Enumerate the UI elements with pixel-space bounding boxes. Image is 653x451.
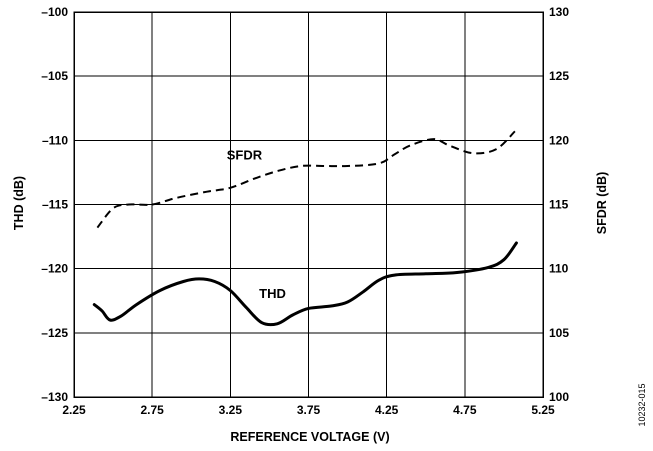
y-left-tick-label: –100: [41, 5, 68, 19]
series-line-thd: [92, 241, 518, 327]
series-annotations: SFDR THD: [227, 148, 286, 302]
y-left-tick-label: –110: [42, 133, 68, 147]
x-tick-label: 3.25: [219, 403, 243, 417]
y-left-axis-title: THD (dB): [12, 176, 26, 230]
y-left-tick-label: –120: [41, 262, 68, 276]
y-right-axis-title: SFDR (dB): [595, 172, 609, 235]
x-tick-label: 2.75: [140, 403, 164, 417]
y-right-tick-label: 105: [549, 326, 569, 340]
y-left-tick-label: –105: [41, 69, 68, 83]
x-axis-title: REFERENCE VOLTAGE (V): [230, 430, 389, 444]
series-label-thd: THD: [259, 286, 286, 301]
y-right-tick-label: 110: [549, 262, 569, 276]
y-right-tick-label: 115: [549, 198, 569, 212]
y-right-tick-label: 125: [549, 69, 569, 83]
y-right-tick-label: 130: [549, 5, 569, 19]
plot-frame: [73, 11, 544, 398]
x-tick-label: 4.25: [375, 403, 399, 417]
y-right-tick-label: 100: [549, 390, 569, 404]
series-label-sfdr: SFDR: [227, 148, 263, 163]
series-line-sfdr: [96, 130, 516, 229]
x-tick-label: 2.25: [62, 403, 86, 417]
y-right-tick-label: 120: [549, 133, 569, 147]
y-right-axis-ticks: 100 105 110 115 120 125 130: [549, 5, 569, 404]
x-axis-ticks: 2.25 2.75 3.25 3.75 4.25 4.75 5.25: [62, 403, 555, 417]
x-tick-label: 3.75: [297, 403, 321, 417]
y-left-tick-label: –115: [42, 198, 68, 212]
y-left-tick-label: –125: [41, 326, 68, 340]
x-tick-label: 5.25: [531, 403, 555, 417]
y-left-tick-label: –130: [41, 390, 68, 404]
y-left-axis-ticks: –130 –125 –120 –115 –110 –105 –100: [41, 5, 68, 404]
figure-id: 10232-015: [637, 383, 647, 426]
x-tick-label: 4.75: [453, 403, 477, 417]
series-lines: [92, 130, 518, 327]
